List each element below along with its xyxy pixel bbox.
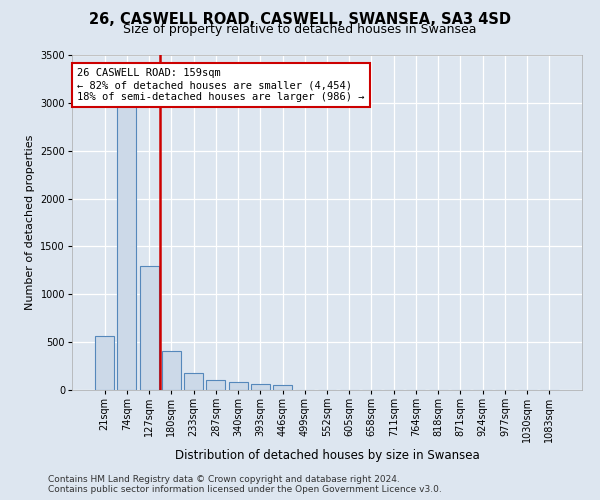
Bar [229,382,248,390]
Bar [206,380,225,390]
Bar [140,266,158,390]
Bar [251,384,270,390]
Text: 26 CASWELL ROAD: 159sqm
← 82% of detached houses are smaller (4,454)
18% of semi: 26 CASWELL ROAD: 159sqm ← 82% of detache… [77,68,365,102]
Text: Contains HM Land Registry data © Crown copyright and database right 2024.
Contai: Contains HM Land Registry data © Crown c… [48,474,442,494]
Text: Size of property relative to detached houses in Swansea: Size of property relative to detached ho… [123,22,477,36]
Bar [118,106,136,390]
Text: 26, CASWELL ROAD, CASWELL, SWANSEA, SA3 4SD: 26, CASWELL ROAD, CASWELL, SWANSEA, SA3 … [89,12,511,28]
Bar [273,384,292,390]
Y-axis label: Number of detached properties: Number of detached properties [25,135,35,310]
Bar [162,351,181,390]
Bar [184,373,203,390]
X-axis label: Distribution of detached houses by size in Swansea: Distribution of detached houses by size … [175,449,479,462]
Bar [95,336,114,390]
